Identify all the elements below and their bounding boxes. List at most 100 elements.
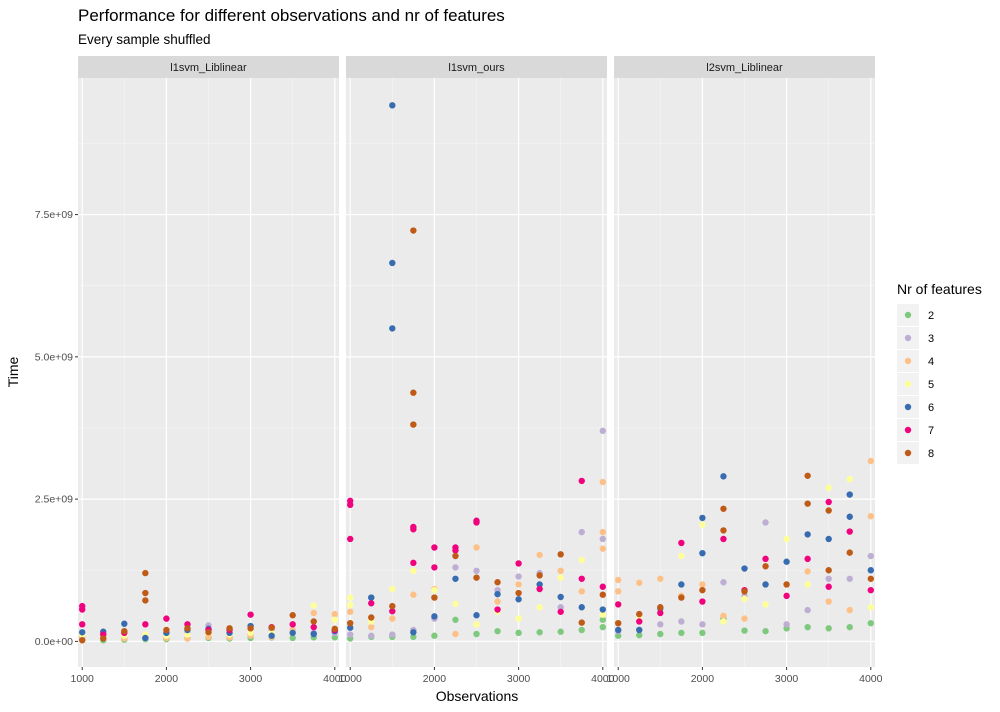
data-point-features-8 [867, 575, 874, 582]
x-tick-label: 2000 [691, 673, 715, 685]
data-point-features-2 [699, 629, 706, 637]
data-point-features-7 [473, 519, 480, 526]
data-point-features-7 [431, 544, 438, 551]
data-point-features-4 [347, 608, 354, 615]
data-point-features-4 [536, 551, 543, 559]
data-point-features-8 [79, 637, 86, 644]
data-point-features-3 [578, 528, 585, 536]
data-point-features-5 [452, 600, 459, 608]
data-point-features-6 [494, 590, 501, 598]
data-point-features-7 [515, 560, 522, 567]
data-point-features-2 [599, 623, 606, 631]
legend-label: 8 [928, 448, 934, 460]
data-point-features-3 [599, 535, 606, 543]
data-point-features-6 [846, 491, 853, 498]
data-point-features-7 [578, 575, 585, 582]
data-point-features-8 [825, 567, 832, 574]
data-point-features-6 [720, 473, 727, 480]
data-point-features-6 [615, 626, 622, 634]
facet-strip-label: l1svm_Liblinear [170, 62, 247, 74]
data-point-features-5 [678, 552, 685, 560]
data-point-features-4 [615, 588, 622, 595]
data-point-features-4 [389, 615, 396, 622]
data-point-features-8 [557, 551, 564, 558]
legend-marker [904, 357, 912, 365]
data-point-features-7 [410, 559, 417, 567]
y-tick-label: 0.0e+00 [35, 636, 73, 648]
data-point-features-6 [389, 325, 396, 332]
data-point-features-6 [410, 629, 417, 636]
data-point-features-3 [389, 631, 396, 638]
data-point-features-8 [741, 588, 748, 595]
data-point-features-7 [410, 526, 417, 533]
data-point-features-7 [720, 535, 727, 543]
data-point-features-5 [557, 574, 564, 581]
data-point-features-2 [431, 632, 438, 639]
data-point-features-8 [678, 594, 685, 601]
facet-panel-l1svm_ours: l1svm_ours 1000 2000 3000 4000 [339, 56, 615, 685]
data-point-features-2 [762, 627, 769, 635]
data-point-features-7 [494, 606, 501, 613]
data-point-features-8 [247, 625, 254, 632]
legend-marker [904, 403, 912, 411]
data-point-features-4 [657, 575, 664, 582]
data-point-features-8 [184, 625, 191, 632]
data-point-features-8 [310, 618, 317, 625]
facet-strip-label: l1svm_ours [448, 62, 505, 74]
data-point-features-7 [247, 611, 254, 618]
data-point-features-6 [699, 514, 706, 522]
x-tick-label: 2000 [155, 673, 179, 685]
data-point-features-2 [615, 632, 622, 639]
data-point-features-8 [268, 624, 275, 631]
x-tick-label: 4000 [323, 673, 347, 685]
data-point-features-7 [163, 615, 170, 622]
data-point-features-7 [310, 623, 317, 631]
data-point-features-3 [762, 519, 769, 526]
points-l1svm_ours [347, 102, 606, 642]
points-l1svm_Liblinear [79, 569, 338, 644]
legend-item-2: 2 [897, 304, 934, 326]
data-point-features-5 [762, 601, 769, 608]
data-point-features-8 [142, 569, 149, 577]
data-point-features-7 [825, 498, 832, 506]
data-point-features-6 [783, 558, 790, 565]
data-point-features-6 [473, 612, 480, 619]
data-point-features-5 [578, 556, 585, 564]
y-axis-title: Time [5, 356, 21, 387]
legend-label: 6 [928, 402, 934, 414]
x-tick-label: 3000 [507, 673, 531, 685]
data-point-features-2 [452, 616, 459, 623]
data-point-features-5 [184, 631, 191, 638]
data-point-features-8 [205, 629, 212, 636]
data-point-features-2 [473, 630, 480, 638]
data-point-features-6 [804, 531, 811, 538]
x-tick-label: 3000 [775, 673, 799, 685]
data-point-features-3 [557, 604, 564, 611]
data-point-features-6 [599, 606, 606, 613]
data-point-features-2 [536, 629, 543, 636]
data-point-features-6 [121, 620, 128, 627]
data-point-features-6 [825, 535, 832, 543]
legend: Nr of features 2 3 4 5 6 7 8 [897, 281, 982, 464]
data-point-features-4 [557, 567, 564, 575]
data-point-features-7 [615, 601, 622, 608]
data-point-features-6 [431, 613, 438, 620]
data-point-features-8 [636, 610, 643, 618]
data-point-features-2 [599, 616, 606, 623]
data-point-features-8 [536, 572, 543, 579]
data-point-features-6 [678, 581, 685, 588]
data-point-features-2 [494, 627, 501, 635]
data-point-features-8 [226, 625, 233, 632]
data-point-features-7 [557, 608, 564, 615]
data-point-features-8 [515, 589, 522, 597]
facet-strip [614, 56, 875, 78]
data-point-features-3 [657, 621, 664, 628]
data-point-features-4 [578, 588, 585, 595]
data-point-features-6 [310, 630, 317, 638]
data-point-features-8 [142, 597, 149, 604]
legend-item-7: 7 [897, 419, 934, 441]
data-point-features-7 [636, 618, 643, 625]
data-point-features-6 [515, 596, 522, 603]
